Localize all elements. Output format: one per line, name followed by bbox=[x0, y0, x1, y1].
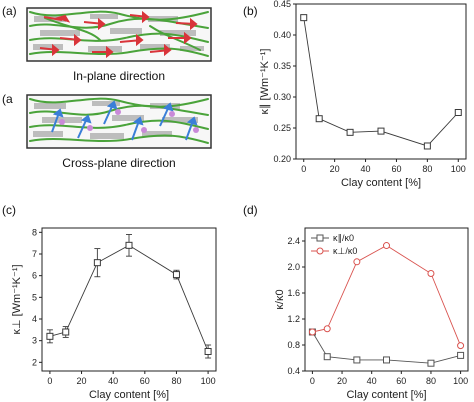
plot-frame-d bbox=[304, 227, 469, 372]
data-point-d-1 bbox=[427, 270, 435, 277]
y-tick-label: 0.45 bbox=[273, 0, 291, 9]
data-point-b-0 bbox=[346, 128, 354, 136]
x-tick-label: 100 bbox=[451, 164, 466, 174]
y-tick-label: 0.4 bbox=[287, 366, 300, 376]
data-point-c-0 bbox=[62, 328, 70, 336]
panel-a-letter-2: (a bbox=[2, 92, 13, 106]
data-point-b-0 bbox=[454, 109, 462, 116]
series-line-c-0 bbox=[49, 244, 209, 352]
in-plane-schematic bbox=[26, 7, 212, 62]
panel-c-letter: (c) bbox=[2, 203, 16, 217]
data-point-d-1 bbox=[308, 328, 316, 336]
y-axis-label: κ⊥ [Wm⁻¹K⁻¹] bbox=[11, 264, 23, 334]
y-tick-label: 6 bbox=[32, 271, 37, 281]
y-tick-label: 7 bbox=[32, 249, 37, 259]
x-tick-label: 20 bbox=[337, 376, 347, 386]
data-point-b-0 bbox=[315, 115, 323, 123]
data-point-c-0 bbox=[172, 271, 180, 279]
plot-frame-b bbox=[295, 3, 467, 160]
data-point-c-0 bbox=[125, 241, 133, 249]
x-axis-label: Clay content [%] bbox=[341, 177, 421, 189]
data-point-c-0 bbox=[204, 348, 212, 355]
cross-plane-schematic bbox=[26, 94, 212, 149]
y-tick-label: 0.20 bbox=[273, 154, 291, 164]
legend-marker bbox=[316, 234, 324, 242]
in-plane-caption: In-plane direction bbox=[73, 69, 165, 83]
x-tick-label: 20 bbox=[330, 164, 340, 174]
data-point-d-0 bbox=[323, 353, 331, 361]
x-tick-label: 20 bbox=[77, 376, 87, 386]
x-tick-label: 60 bbox=[396, 376, 406, 386]
x-axis-label: Clay content [%] bbox=[346, 389, 426, 401]
legend-label: κ⊥/κ0 bbox=[333, 246, 357, 256]
y-tick-label: 1.6 bbox=[287, 288, 300, 298]
legend-marker bbox=[316, 247, 324, 255]
y-tick-label: 0.30 bbox=[273, 92, 291, 102]
data-point-b-0 bbox=[300, 14, 308, 22]
cross-plane-interface-dots bbox=[59, 109, 199, 133]
data-point-d-1 bbox=[323, 325, 331, 333]
data-point-c-0 bbox=[93, 259, 101, 267]
y-tick-label: 2.0 bbox=[287, 262, 300, 272]
x-tick-label: 100 bbox=[453, 376, 468, 386]
data-point-d-1 bbox=[383, 242, 390, 250]
y-tick-label: 2 bbox=[32, 357, 37, 367]
y-tick-label: 1.2 bbox=[287, 314, 300, 324]
data-point-d-0 bbox=[383, 356, 390, 364]
in-plane-heat-arrows bbox=[39, 10, 198, 59]
y-tick-label: 0.25 bbox=[273, 123, 291, 133]
y-tick-label: 2.4 bbox=[287, 236, 300, 246]
x-tick-label: 40 bbox=[367, 376, 377, 386]
x-tick-label: 80 bbox=[422, 164, 432, 174]
y-tick-label: 0.35 bbox=[273, 61, 291, 71]
chart-d: 0 20 40 60 80 100 0.4 0.8 1.2 1.6 2.0 2.4 Clay conte… bbox=[274, 227, 469, 401]
panel-a-letter: (a) bbox=[2, 4, 17, 18]
data-point-d-1 bbox=[457, 342, 465, 350]
x-tick-label: 80 bbox=[171, 376, 181, 386]
data-point-d-1 bbox=[353, 258, 361, 266]
y-tick-label: 5 bbox=[32, 292, 37, 302]
y-tick-label: 4 bbox=[32, 314, 37, 324]
data-point-c-0 bbox=[46, 332, 54, 340]
x-tick-label: 40 bbox=[361, 164, 371, 174]
y-tick-label: 3 bbox=[32, 336, 37, 346]
y-axis-label: κ/κ0 bbox=[274, 289, 286, 309]
data-point-b-0 bbox=[377, 127, 385, 135]
legend-label: κ∥/κ0 bbox=[333, 233, 354, 243]
y-axis-label: κ∥ [Wm⁻¹K⁻¹] bbox=[259, 49, 271, 115]
x-tick-label: 80 bbox=[426, 376, 436, 386]
x-tick-label: 0 bbox=[47, 376, 52, 386]
chart-b: 0 20 40 60 80 100 0.20 0.25 0.30 0.35 0.40 0.45 Clay… bbox=[259, 0, 467, 189]
x-tick-label: 0 bbox=[310, 376, 315, 386]
x-axis-label: Clay content [%] bbox=[89, 389, 169, 401]
x-tick-label: 100 bbox=[201, 376, 216, 386]
x-tick-label: 40 bbox=[108, 376, 118, 386]
y-tick-label: 0.40 bbox=[273, 30, 291, 40]
y-tick-label: 0.8 bbox=[287, 340, 300, 350]
x-tick-label: 0 bbox=[301, 164, 306, 174]
panel-d-letter: (d) bbox=[243, 203, 258, 217]
cross-plane-caption: Cross-plane direction bbox=[62, 156, 175, 170]
panel-b-letter: (b) bbox=[243, 4, 258, 18]
x-tick-label: 60 bbox=[140, 376, 150, 386]
x-tick-label: 60 bbox=[391, 164, 401, 174]
data-point-b-0 bbox=[423, 142, 431, 150]
plot-frame-c bbox=[41, 227, 217, 372]
series-line-b-0 bbox=[303, 17, 459, 147]
data-point-d-0 bbox=[427, 359, 435, 367]
series-line-d-0 bbox=[312, 331, 461, 364]
data-point-d-0 bbox=[457, 351, 465, 359]
cross-plane-heat-arrows bbox=[51, 100, 198, 141]
y-tick-label: 8 bbox=[32, 227, 37, 237]
data-point-d-0 bbox=[353, 356, 361, 364]
chart-c: 0 20 40 60 80 100 2 3 4 5 6 7 8 Clay content [%] κ⊥ [W… bbox=[11, 227, 217, 401]
series-line-d-1 bbox=[312, 245, 462, 346]
